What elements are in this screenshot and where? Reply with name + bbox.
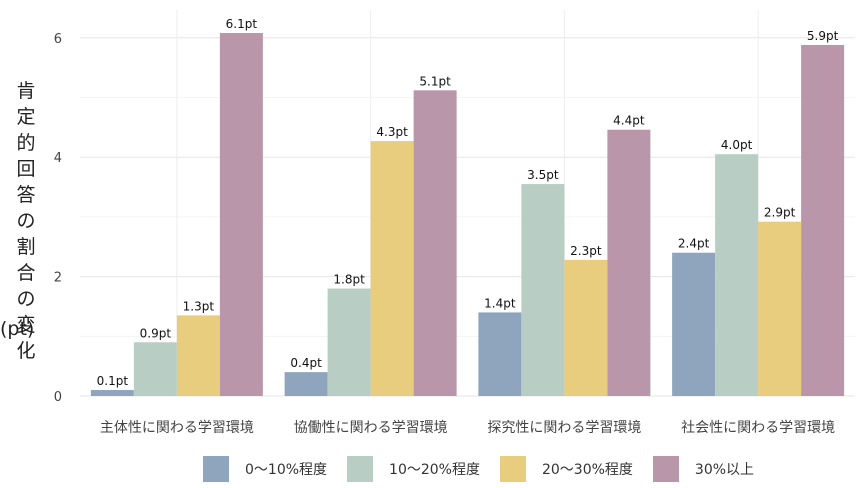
legend-swatch bbox=[347, 456, 374, 482]
bar-value-label: 6.1pt bbox=[226, 17, 258, 31]
y-tick-label: 2 bbox=[54, 271, 62, 286]
bar bbox=[133, 342, 177, 396]
bar-value-label: 1.3pt bbox=[183, 299, 215, 313]
bar-value-label: 0.4pt bbox=[290, 356, 322, 370]
legend-swatch bbox=[499, 456, 526, 482]
bar bbox=[284, 372, 328, 396]
y-axis-label-char: 定 bbox=[16, 106, 36, 128]
bar-value-label: 4.0pt bbox=[721, 138, 753, 152]
bar-value-label: 0.1pt bbox=[97, 374, 129, 388]
y-axis-label-char: 合 bbox=[16, 262, 36, 284]
x-tick-label: 探究性に関わる学習環境 bbox=[487, 420, 641, 436]
legend-item: 10〜20%程度 bbox=[347, 456, 480, 482]
bar bbox=[758, 221, 802, 396]
x-axis-ticks: 主体性に関わる学習環境 協働性に関わる学習環境 探究性に関わる学習環境 社会性に関わる… bbox=[100, 420, 835, 436]
legend-label: 0〜10%程度 bbox=[245, 462, 328, 478]
bar bbox=[478, 312, 522, 396]
bar-value-label: 3.5pt bbox=[527, 168, 559, 182]
bar bbox=[564, 259, 608, 396]
legend-item: 0〜10%程度 bbox=[203, 456, 327, 482]
y-axis-ticks: 0 2 4 6 bbox=[54, 32, 62, 405]
y-axis-label-char: 化 bbox=[16, 340, 36, 362]
bar bbox=[521, 184, 565, 396]
bar-value-label: 1.4pt bbox=[484, 296, 516, 310]
y-axis-label-unit: (pt) bbox=[0, 318, 35, 340]
y-axis-label-char: 答 bbox=[16, 184, 36, 206]
bar bbox=[327, 288, 371, 396]
bar bbox=[219, 33, 263, 397]
data-labels: 0.1pt 0.9pt 1.3pt 6.1pt 0.4pt 1.8pt 4.3pt 5.1pt… bbox=[97, 17, 839, 388]
bar bbox=[370, 141, 414, 396]
y-tick-label: 4 bbox=[54, 151, 62, 166]
legend: 0〜10%程度 10〜20%程度 20〜30%程度 30%以上 bbox=[203, 456, 774, 482]
bars bbox=[90, 33, 845, 397]
bar-value-label: 2.3pt bbox=[570, 244, 602, 258]
x-tick-label: 主体性に関わる学習環境 bbox=[100, 420, 254, 436]
legend-swatch bbox=[203, 456, 229, 482]
legend-label: 20〜30%程度 bbox=[541, 462, 633, 478]
bar-value-label: 5.1pt bbox=[419, 74, 451, 88]
bar bbox=[607, 129, 651, 396]
legend-label: 30%以上 bbox=[694, 462, 755, 478]
y-axis-label: 肯定的回答の割合の変化 bbox=[14, 78, 38, 364]
bar-value-label: 4.3pt bbox=[376, 125, 408, 139]
y-axis-label-char: 回 bbox=[16, 158, 36, 180]
y-axis-label-char: の bbox=[16, 210, 36, 232]
y-tick-label: 6 bbox=[54, 32, 62, 47]
bar bbox=[176, 315, 220, 396]
x-tick-label: 社会性に関わる学習環境 bbox=[681, 420, 835, 436]
bar bbox=[90, 390, 134, 396]
bar bbox=[715, 154, 759, 396]
bar-value-label: 2.4pt bbox=[678, 237, 710, 251]
x-tick-label: 協働性に関わる学習環境 bbox=[294, 420, 448, 436]
bar bbox=[672, 252, 716, 396]
y-tick-label: 0 bbox=[54, 390, 62, 405]
bar bbox=[413, 90, 457, 396]
legend-swatch bbox=[652, 456, 679, 482]
bar-value-label: 1.8pt bbox=[333, 273, 365, 287]
y-axis-label-char: の bbox=[16, 288, 36, 310]
y-axis-label-char: 肯 bbox=[16, 80, 36, 102]
bar-value-label: 4.4pt bbox=[613, 114, 645, 128]
y-axis-label-char: 的 bbox=[16, 132, 36, 154]
legend-label: 10〜20%程度 bbox=[389, 462, 480, 478]
bar-value-label: 0.9pt bbox=[140, 326, 172, 340]
y-axis-label-char: 変 bbox=[16, 314, 36, 336]
y-axis-label-char: 割 bbox=[16, 236, 36, 258]
bar-value-label: 2.9pt bbox=[764, 206, 796, 220]
legend-item: 30%以上 bbox=[652, 456, 755, 482]
bar bbox=[801, 44, 845, 397]
legend-item: 20〜30%程度 bbox=[499, 456, 633, 482]
bar-value-label: 5.9pt bbox=[807, 29, 839, 43]
